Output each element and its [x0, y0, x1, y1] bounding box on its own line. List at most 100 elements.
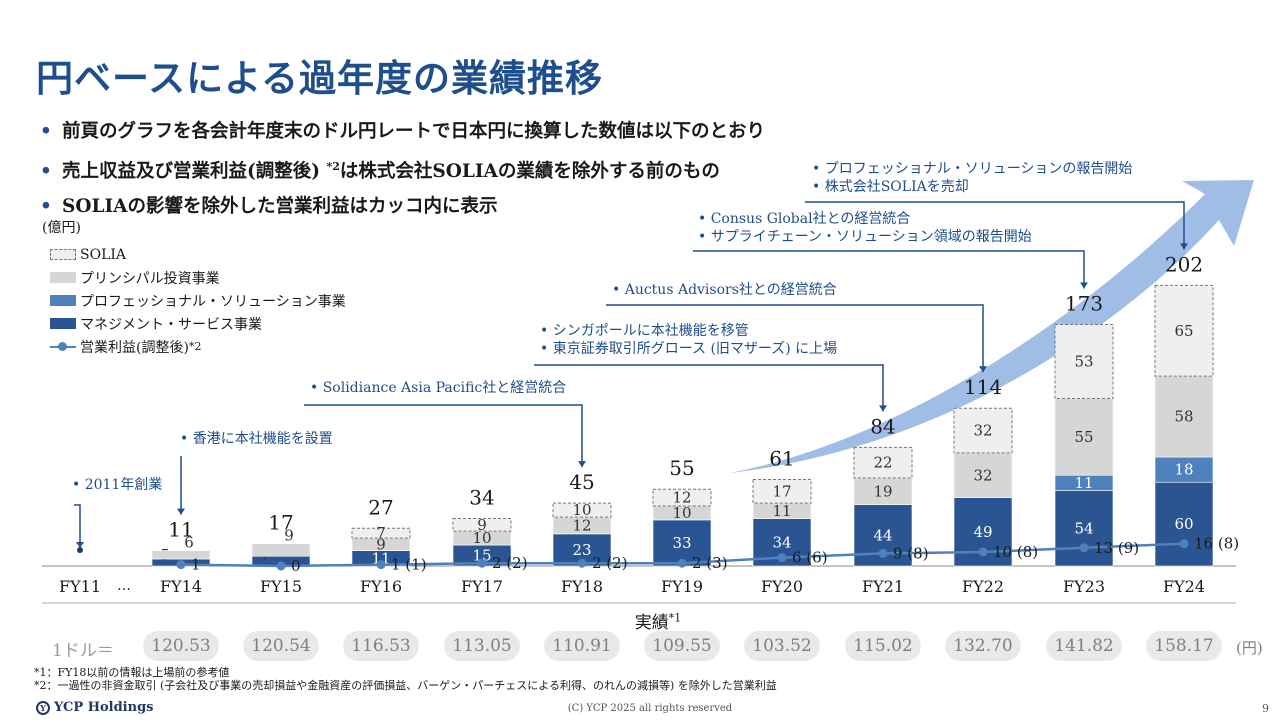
bar-value-label: 22 [873, 454, 892, 472]
annotation-connector [606, 304, 984, 373]
annotation-text: • Auctus Advisors社との経営統合 [612, 282, 837, 298]
bar-solia [652, 488, 712, 507]
operating-profit-point [677, 558, 687, 568]
annotation-arrowhead [578, 461, 586, 468]
bar-solia [452, 518, 512, 532]
legend-line-swatch [50, 341, 76, 352]
bar-total-label: 84 [870, 414, 895, 438]
annotation-connector [304, 404, 583, 468]
annotation-arrowhead [1080, 282, 1088, 289]
operating-profit-point [176, 560, 186, 570]
legend-swatch [50, 249, 76, 260]
fx-rate-value: 141.82 [1046, 631, 1122, 661]
legend-item-management: マネジメント・サービス事業 [50, 312, 346, 335]
operating-profit-point [1079, 543, 1089, 553]
bar-management [1154, 481, 1214, 567]
operating-profit-label: 0 [291, 557, 301, 575]
fx-rate-value: 116.53 [343, 631, 419, 661]
bar-value-label: 11 [371, 549, 390, 567]
footnote-2: *2：一過性の非資金取引 (子会社及び事業の売却損益や金融資産の評価損益、バーゲ… [34, 679, 777, 692]
bar-principal [251, 543, 311, 557]
bar-total-label: 173 [1065, 291, 1103, 315]
bar-value-label: 23 [572, 541, 591, 559]
bar-value-label: 11 [1074, 474, 1093, 492]
operating-profit-label: 1 [191, 556, 201, 574]
bar-value-label: 12 [672, 489, 691, 507]
x-tick-label: FY23 [1063, 577, 1105, 596]
bar-total-label: 27 [368, 495, 393, 519]
fx-rate-value: 132.70 [945, 631, 1021, 661]
operating-profit-label: 9 (8) [893, 544, 929, 562]
bar-total-label: 114 [964, 375, 1002, 399]
fx-rate-value: 158.17 [1146, 631, 1222, 661]
operating-profit-label: 16 (8) [1194, 535, 1239, 553]
annotation-connector [534, 364, 884, 412]
operating-profit-point [276, 561, 286, 571]
operating-profit-point [1179, 539, 1189, 549]
annotation-connector [805, 201, 1185, 250]
annotation-arrowhead [1180, 243, 1188, 250]
x-tick-label: FY15 [260, 577, 302, 596]
fx-rate-value: 110.91 [544, 631, 620, 661]
operating-profit-label: 2 (2) [492, 554, 528, 572]
bar-total-label: 11 [168, 518, 193, 542]
annotation-connector [74, 504, 81, 548]
x-tick-label: FY11 [59, 577, 101, 596]
summary-bullets: 前頁のグラフを各会計年度末のドル円レートで日本円に換算した数値は以下のとおり 売… [40, 114, 765, 224]
annotation-arrowhead [879, 405, 887, 412]
legend-item-solia: SOLIA [50, 243, 346, 266]
bar-value-label: 10 [672, 504, 691, 522]
bar-solia [853, 446, 913, 479]
legend-swatch [50, 318, 76, 329]
growth-arrow [730, 180, 1254, 473]
annotation-text: • Solidiance Asia Pacific社と経営統合 [310, 380, 566, 396]
bar-value-label: 10 [572, 501, 591, 519]
annotation-arrowhead [177, 508, 185, 515]
bar-solia [351, 527, 411, 539]
copyright: (C) YCP 2025 all rights reserved [567, 703, 733, 714]
annotation-arrowhead [979, 366, 987, 373]
operating-profit-label: 10 (8) [993, 543, 1038, 561]
legend-swatch [50, 272, 76, 283]
bullet-text: 前頁のグラフを各会計年度末のドル円レートで日本円に換算した数値は以下のとおり [62, 121, 766, 142]
x-tick-label: FY22 [962, 577, 1004, 596]
bar-value-label: 12 [572, 517, 591, 535]
bar-value-label: 9 [284, 527, 294, 545]
fy11-point [77, 547, 83, 553]
bar-value-label: 53 [1074, 352, 1093, 370]
bar-solia [953, 407, 1013, 454]
axis-break-marker: … [117, 578, 131, 594]
ycp-logo-icon: Y [36, 700, 50, 715]
bar-value-label: 10 [472, 529, 491, 547]
x-tick-label: FY24 [1163, 577, 1205, 596]
annotation-text: • サプライチェーン・ソリューション領域の報告開始 [698, 228, 1032, 245]
x-tick-label: FY19 [661, 577, 703, 596]
chart-legend: SOLIA プリンシパル投資事業 プロフェッショナル・ソリューション事業 マネジ… [50, 243, 346, 358]
bar-total-label: 55 [669, 456, 694, 480]
annotation-arrowhead [76, 542, 84, 548]
legend-label: プリンシパル投資事業 [80, 270, 220, 287]
bar-value-label: 58 [1174, 408, 1193, 426]
bar-solia [1154, 284, 1214, 377]
bar-principal [151, 550, 211, 560]
operating-profit-point [577, 558, 587, 568]
bar-value-label: 9 [376, 535, 386, 553]
x-tick-label: FY18 [561, 577, 603, 596]
unit-label: (億円) [42, 220, 81, 236]
operating-profit-point [376, 560, 386, 570]
bar-total-label: 61 [769, 446, 794, 470]
bar-total-label: 17 [268, 511, 293, 535]
legend-item-principal: プリンシパル投資事業 [50, 266, 346, 289]
fx-rate-value: 120.54 [243, 631, 319, 661]
bar-principal [1154, 375, 1214, 458]
bar-value-label: 49 [973, 523, 992, 541]
bar-solia [1054, 323, 1114, 399]
legend-label: プロフェッショナル・ソリューション事業 [80, 293, 346, 310]
bar-value-label: 9 [477, 516, 487, 534]
operating-profit-point [978, 547, 988, 557]
annotation-text: • 2011年創業 [72, 477, 162, 493]
bar-professional [1154, 456, 1214, 483]
annotation-text: • シンガポールに本社機能を移管 [540, 323, 749, 339]
legend-item-operating-profit: 営業利益(調整後) *2 [50, 335, 346, 358]
